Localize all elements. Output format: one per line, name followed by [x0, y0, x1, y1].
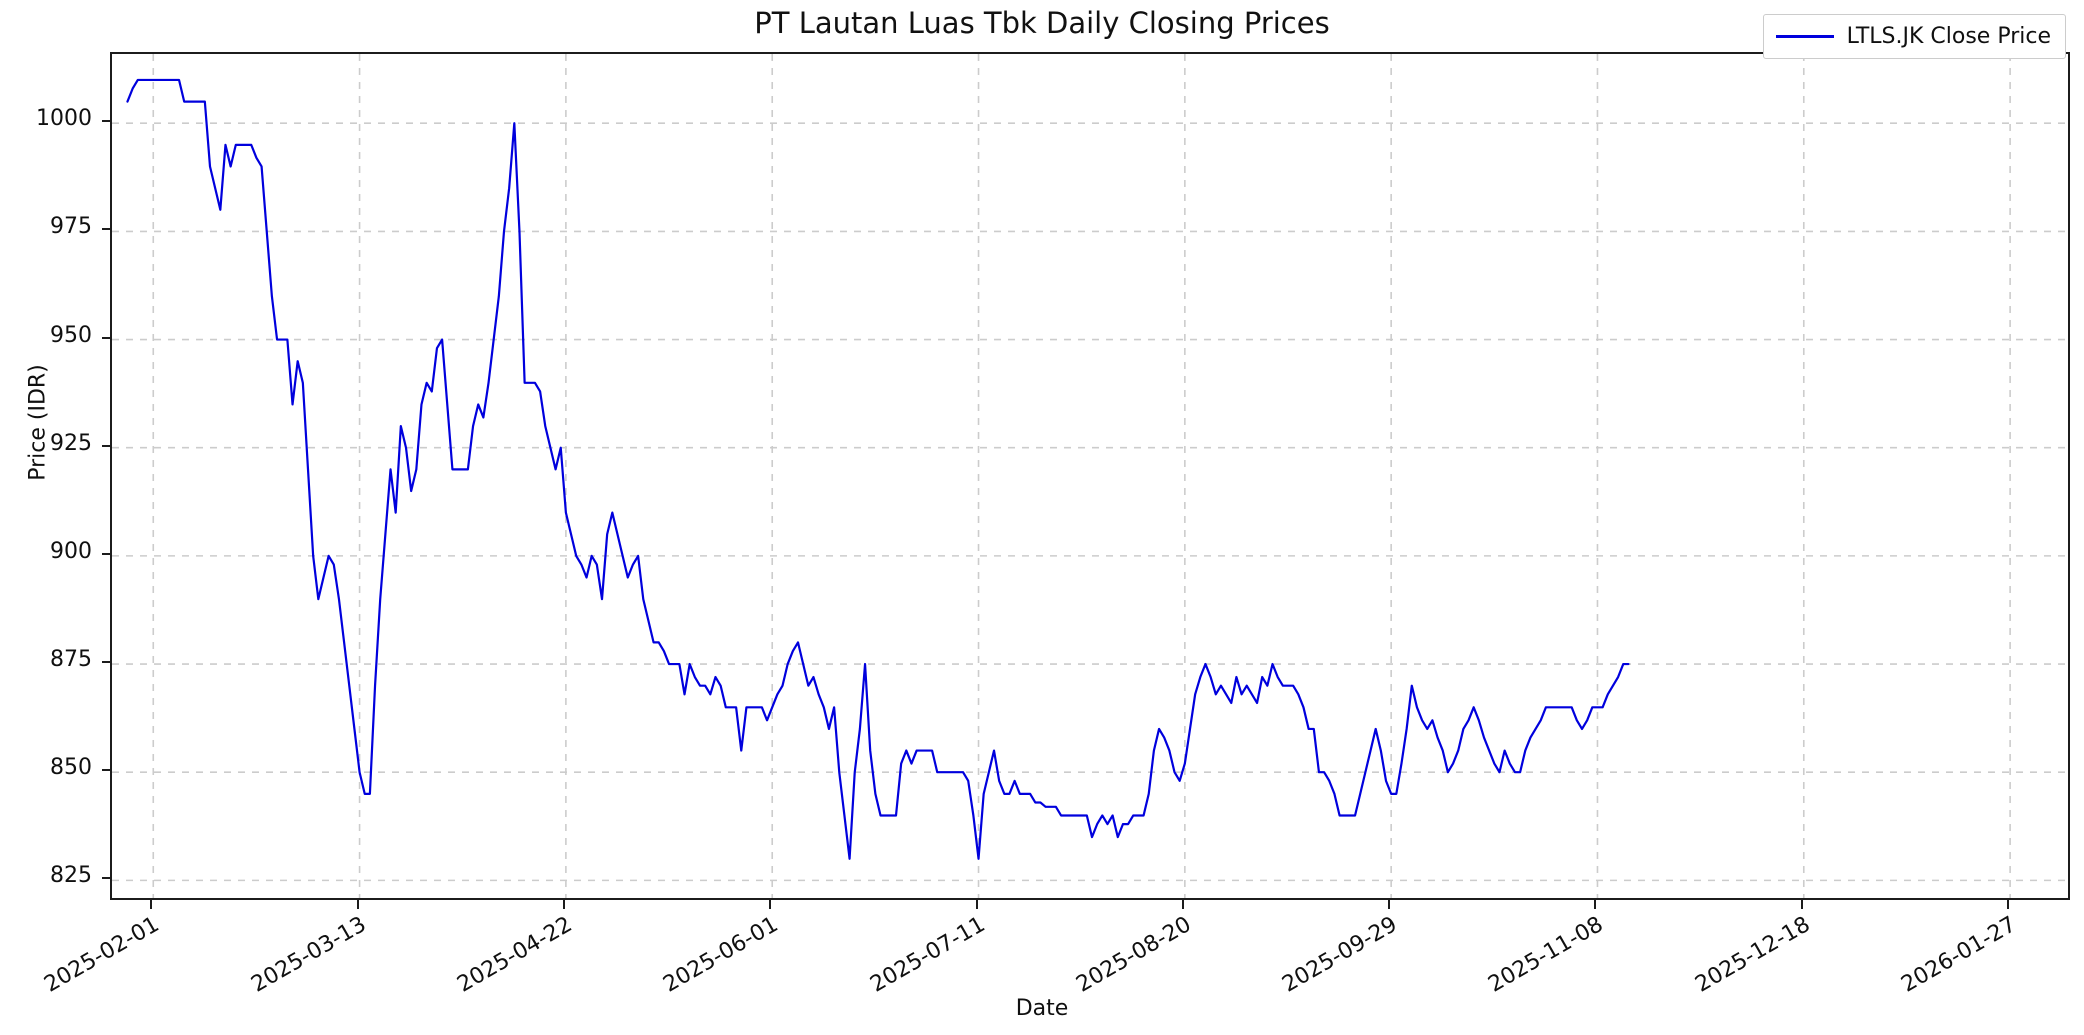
x-tick-label: 2025-02-01 — [40, 912, 164, 998]
x-tick-label: 2025-09-29 — [1278, 912, 1402, 998]
x-tick-label: 2025-07-11 — [865, 912, 990, 998]
y-tick-label: 975 — [50, 214, 92, 240]
chart-title: PT Lautan Luas Tbk Daily Closing Prices — [754, 6, 1330, 40]
x-tick-mark — [769, 900, 772, 909]
x-tick-label: 2025-04-22 — [453, 912, 577, 998]
y-tick-mark — [102, 877, 110, 880]
y-tick-label: 875 — [50, 647, 92, 673]
y-axis-label: Price (IDR) — [25, 364, 51, 481]
y-tick-mark — [102, 444, 110, 447]
x-tick-label: 2025-03-13 — [246, 912, 371, 998]
y-tick-label: 850 — [50, 755, 92, 781]
x-tick-mark — [356, 900, 359, 909]
y-tick-label: 925 — [50, 430, 92, 456]
chart-legend[interactable]: LTLS.JK Close Price — [1762, 14, 2066, 59]
x-tick-label: 2026-01-27 — [1897, 912, 2021, 998]
x-tick-mark — [1388, 900, 1391, 909]
x-axis-label: Date — [1015, 996, 1069, 1021]
y-tick-mark — [102, 336, 110, 339]
x-tick-mark — [1594, 900, 1597, 909]
y-tick-mark — [102, 120, 110, 123]
x-tick-mark — [562, 900, 565, 909]
y-tick-mark — [102, 228, 110, 231]
x-tick-mark — [2007, 900, 2010, 909]
x-tick-mark — [1800, 900, 1803, 909]
grid-lines — [112, 54, 2068, 898]
x-tick-label: 2025-12-18 — [1691, 912, 1815, 998]
x-tick-label: 2025-11-08 — [1484, 912, 1608, 998]
legend-line-swatch — [1775, 35, 1834, 38]
y-tick-mark — [102, 661, 110, 664]
y-tick-label: 825 — [50, 863, 92, 889]
y-tick-mark — [102, 769, 110, 772]
series-line-ltls-jk — [126, 78, 1630, 860]
y-tick-label: 950 — [50, 322, 92, 348]
x-tick-mark — [150, 900, 153, 909]
legend-label: LTLS.JK Close Price — [1846, 24, 2051, 49]
y-tick-mark — [102, 552, 110, 555]
x-tick-label: 2025-08-20 — [1072, 912, 1196, 998]
x-tick-label: 2025-06-01 — [659, 912, 783, 998]
y-tick-label: 900 — [50, 538, 92, 564]
y-tick-label: 1000 — [36, 106, 92, 132]
x-tick-mark — [1181, 900, 1184, 909]
plot-area — [110, 52, 2070, 900]
x-tick-mark — [975, 900, 978, 909]
plot-inner — [112, 54, 2068, 898]
